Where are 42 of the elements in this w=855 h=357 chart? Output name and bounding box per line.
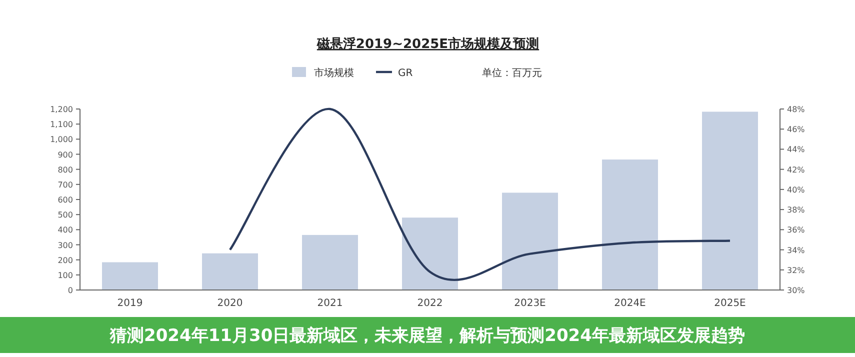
x-tick-label: 2020	[217, 298, 243, 309]
chart-title: 磁悬浮2019~2025E市场规模及预测	[316, 36, 540, 52]
text: 猜测2024年11月30日最新域区，未来展望，解析与预测2024年最新域区发展趋势	[109, 326, 745, 346]
y2-tick-label: 30%	[787, 286, 806, 295]
bar	[402, 218, 458, 290]
y-tick-label: 1,200	[50, 105, 73, 114]
y-tick-label: 1,100	[50, 120, 73, 130]
x-tick-label: 2025E	[714, 298, 746, 309]
bar	[202, 253, 258, 290]
x-tick-label: 2023E	[514, 298, 546, 309]
y2-tick-label: 40%	[787, 185, 806, 194]
y-tick-label: 800	[58, 165, 73, 174]
y-tick-label: 200	[58, 256, 73, 265]
y-tick-label: 700	[58, 180, 73, 190]
y-tick-label: 0	[68, 286, 73, 295]
y2-tick-label: 38%	[787, 206, 806, 215]
legend-label: GR	[398, 68, 413, 79]
y2-tick-label: 36%	[787, 226, 806, 235]
x-tick-label: 2019	[117, 298, 143, 309]
y-tick-label: 400	[58, 226, 73, 235]
y-tick-label: 500	[58, 210, 73, 220]
y-tick-label: 300	[58, 240, 73, 250]
y-tick-label: 900	[58, 150, 73, 160]
x-tick-label: 2024E	[614, 298, 646, 309]
y2-tick-label: 46%	[787, 125, 806, 134]
y-tick-label: 600	[58, 196, 73, 204]
legend-label: 市场规模	[314, 67, 354, 79]
y-tick-label: 1,000	[50, 135, 73, 144]
bar	[702, 112, 758, 290]
bar	[302, 234, 358, 290]
y2-tick-label: 34%	[787, 246, 806, 255]
y2-tick-label: 48%	[787, 105, 806, 114]
y2-tick-label: 42%	[787, 165, 806, 174]
y-tick-label: 100	[58, 270, 73, 280]
x-tick-label: 2021	[317, 298, 343, 309]
y2-tick-label: 44%	[787, 145, 806, 154]
bar	[502, 192, 558, 290]
bar	[102, 262, 158, 290]
y2-tick-label: 32%	[787, 266, 806, 275]
text: 单位：百万元	[482, 67, 542, 79]
bar	[602, 160, 658, 290]
x-tick-label: 2022	[417, 298, 443, 309]
